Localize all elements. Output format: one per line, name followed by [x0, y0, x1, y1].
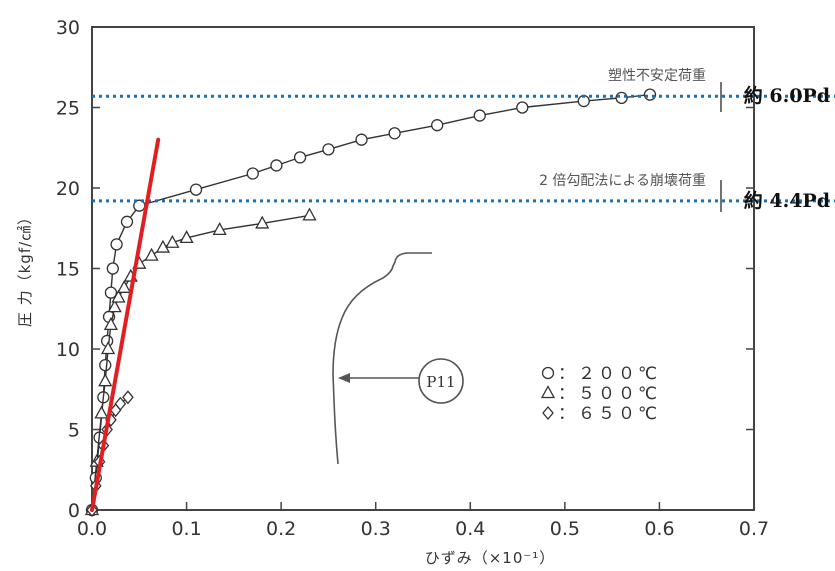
- data-point: [473, 109, 486, 122]
- data-point: [104, 286, 118, 299]
- data-point: [117, 279, 132, 293]
- y-axis-title: 圧 力（kgf/㎠）: [16, 209, 34, 327]
- data-point: [144, 247, 159, 261]
- y-tick-label: 5: [68, 420, 80, 442]
- y-tick-label: 20: [56, 178, 80, 200]
- series-line: [91, 214, 310, 511]
- series-circle: [85, 88, 657, 517]
- series-line: [91, 93, 651, 511]
- data-point: [643, 88, 657, 101]
- legend: ：２００℃：５００℃：６５０℃: [540, 364, 660, 424]
- data-point: [111, 289, 126, 303]
- legend-marker: [542, 405, 554, 421]
- x-axis-title: ひずみ（×10⁻¹）: [425, 549, 556, 567]
- data-point: [388, 127, 401, 140]
- y-tick-label: 30: [56, 17, 80, 39]
- data-point: [293, 151, 307, 164]
- x-tick-label: 0.1: [171, 518, 201, 540]
- data-point: [103, 316, 119, 331]
- plot-frame: [91, 26, 755, 511]
- data-point: [94, 405, 109, 419]
- data-point: [189, 183, 203, 196]
- legend-entry-label: ：６５０℃: [558, 404, 660, 424]
- data-point: [99, 358, 112, 372]
- data-point: [431, 119, 444, 132]
- data-point: [100, 341, 116, 355]
- data-point: [106, 262, 119, 275]
- data-point: [114, 396, 127, 411]
- data-point: [270, 159, 283, 172]
- y-tick-label: 15: [56, 259, 80, 281]
- x-tick-label: 0.5: [550, 518, 580, 540]
- inset-label: P11: [426, 373, 455, 391]
- data-point: [110, 238, 123, 251]
- data-point: [122, 390, 134, 405]
- data-point: [155, 239, 171, 253]
- x-tick-label: 0.6: [644, 518, 674, 540]
- legend-entry-label: ：５００℃: [558, 384, 660, 404]
- data-point: [98, 373, 113, 387]
- y-tick-label: 0: [68, 500, 80, 522]
- reference-line-value: 約 4.4Pd: [744, 189, 830, 212]
- data-point: [355, 133, 368, 146]
- data-point: [179, 230, 194, 244]
- reference-line-label: 塑性不安定荷重: [608, 68, 706, 84]
- x-tick-label: 0.0: [77, 518, 107, 540]
- series-triangle: [84, 207, 317, 516]
- y-tick-label: 10: [56, 339, 80, 361]
- legend-entry-label: ：２００℃: [558, 364, 660, 384]
- vessel-outline: [332, 252, 432, 465]
- inset-arrow-head: [338, 373, 350, 383]
- data-point: [255, 215, 270, 229]
- data-point: [516, 101, 529, 114]
- data-point: [322, 143, 335, 156]
- y-axis: 0 5 10 15 20 25 30: [56, 17, 754, 522]
- series-layer: [84, 88, 657, 518]
- data-point: [246, 167, 259, 180]
- x-tick-label: 0.7: [739, 518, 769, 540]
- x-tick-label: 0.3: [361, 518, 391, 540]
- reference-line-value: 約 6.0Pd: [744, 84, 830, 107]
- vessel-sketch: [332, 252, 464, 465]
- y-tick-label: 25: [56, 98, 80, 120]
- data-point: [165, 234, 180, 248]
- data-point: [615, 91, 628, 104]
- slope-line: [90, 137, 161, 512]
- data-point: [212, 222, 227, 236]
- x-tick-label: 0.4: [455, 518, 485, 540]
- x-tick-label: 0.2: [266, 518, 296, 540]
- data-point: [302, 207, 317, 221]
- legend-marker: [540, 385, 556, 399]
- legend-marker: [541, 366, 555, 380]
- data-point: [120, 215, 134, 228]
- data-point: [107, 299, 122, 313]
- x-axis: 0.0 0.1 0.2 0.3 0.4 0.5 0.6 0.7: [77, 502, 769, 540]
- inset-label-circle: [418, 358, 464, 404]
- slope-layer: [90, 137, 161, 512]
- reference-line-label: 2 倍勾配法による崩壊荷重: [539, 173, 706, 189]
